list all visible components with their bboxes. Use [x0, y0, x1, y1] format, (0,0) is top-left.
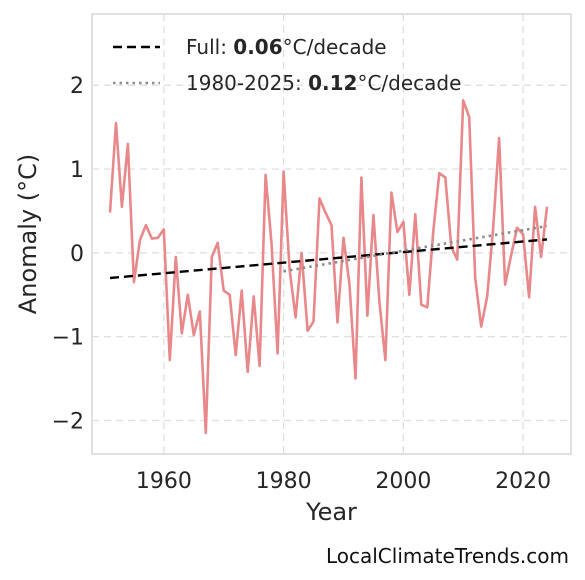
- x-axis-title: Year: [305, 498, 357, 526]
- x-tick-label: 2020: [495, 469, 551, 494]
- x-tick-label: 2000: [375, 469, 431, 494]
- y-tick-label: 2: [70, 74, 84, 99]
- x-tick-label: 1960: [136, 469, 192, 494]
- legend-full-value: 0.06: [233, 35, 282, 59]
- y-axis-title: Anomaly (°C): [14, 154, 42, 314]
- x-tick-label: 1980: [256, 469, 312, 494]
- y-tick-label: 1: [70, 158, 84, 183]
- legend-full-prefix: Full:: [186, 35, 233, 59]
- y-tick-label: −2: [52, 409, 84, 434]
- legend-entry-full: Full: 0.06°C/decade: [186, 35, 387, 59]
- site-credit: LocalClimateTrends.com: [326, 544, 569, 568]
- legend-entry-recent: 1980-2025: 0.12°C/decade: [186, 71, 461, 95]
- y-tick-label: −1: [52, 326, 84, 351]
- x-ticks: 1960 1980 2000 2020: [136, 469, 551, 494]
- y-ticks: −2 −1 0 1 2: [52, 74, 84, 434]
- legend-full-suffix: °C/decade: [283, 35, 387, 59]
- legend-recent-prefix: 1980-2025:: [186, 71, 308, 95]
- legend-recent-value: 0.12: [308, 71, 357, 95]
- legend-recent-suffix: °C/decade: [357, 71, 461, 95]
- y-tick-label: 0: [70, 242, 84, 267]
